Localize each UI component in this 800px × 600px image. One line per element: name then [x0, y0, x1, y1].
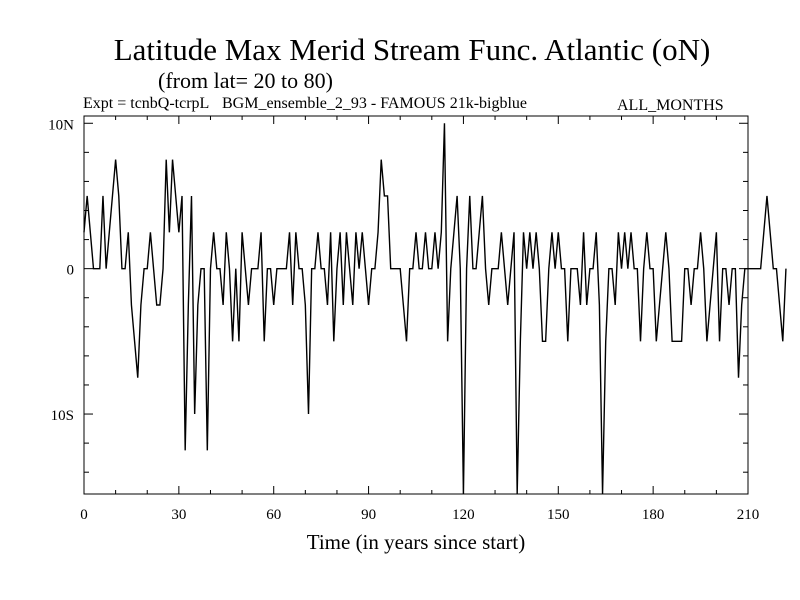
- axis-ticks: [83, 116, 749, 494]
- x-tick-label: 150: [547, 507, 570, 523]
- months-label: ALL_MONTHS: [617, 97, 724, 114]
- chart-subtitle: (from lat= 20 to 80): [158, 68, 333, 93]
- chart-title: Latitude Max Merid Stream Func. Atlantic…: [114, 32, 711, 67]
- plot-frame: [83, 115, 749, 495]
- x-tick-label: 120: [452, 507, 475, 523]
- x-tick-label: 60: [266, 507, 281, 523]
- x-tick-label: 210: [737, 507, 760, 523]
- y-tick-label: 10N: [48, 117, 74, 133]
- experiment-label: Expt = tcnbQ-tcrpL: [83, 95, 209, 112]
- y-tick-label: 10S: [51, 408, 74, 424]
- x-axis-title: Time (in years since start): [307, 530, 526, 554]
- y-tick-label: 0: [67, 263, 75, 279]
- data-series-line: [83, 123, 787, 495]
- x-tick-label: 30: [171, 507, 186, 523]
- x-tick-label: 180: [642, 507, 665, 523]
- x-tick-label: 90: [361, 507, 376, 523]
- tick-labels: 0 30 60 90 120 150 180 210 10N 0 10S: [48, 117, 759, 523]
- x-tick-label: 0: [80, 507, 88, 523]
- experiment-overlap-label: BGM_ensemble_2_93 - FAMOUS 21k-bigblue: [222, 95, 527, 112]
